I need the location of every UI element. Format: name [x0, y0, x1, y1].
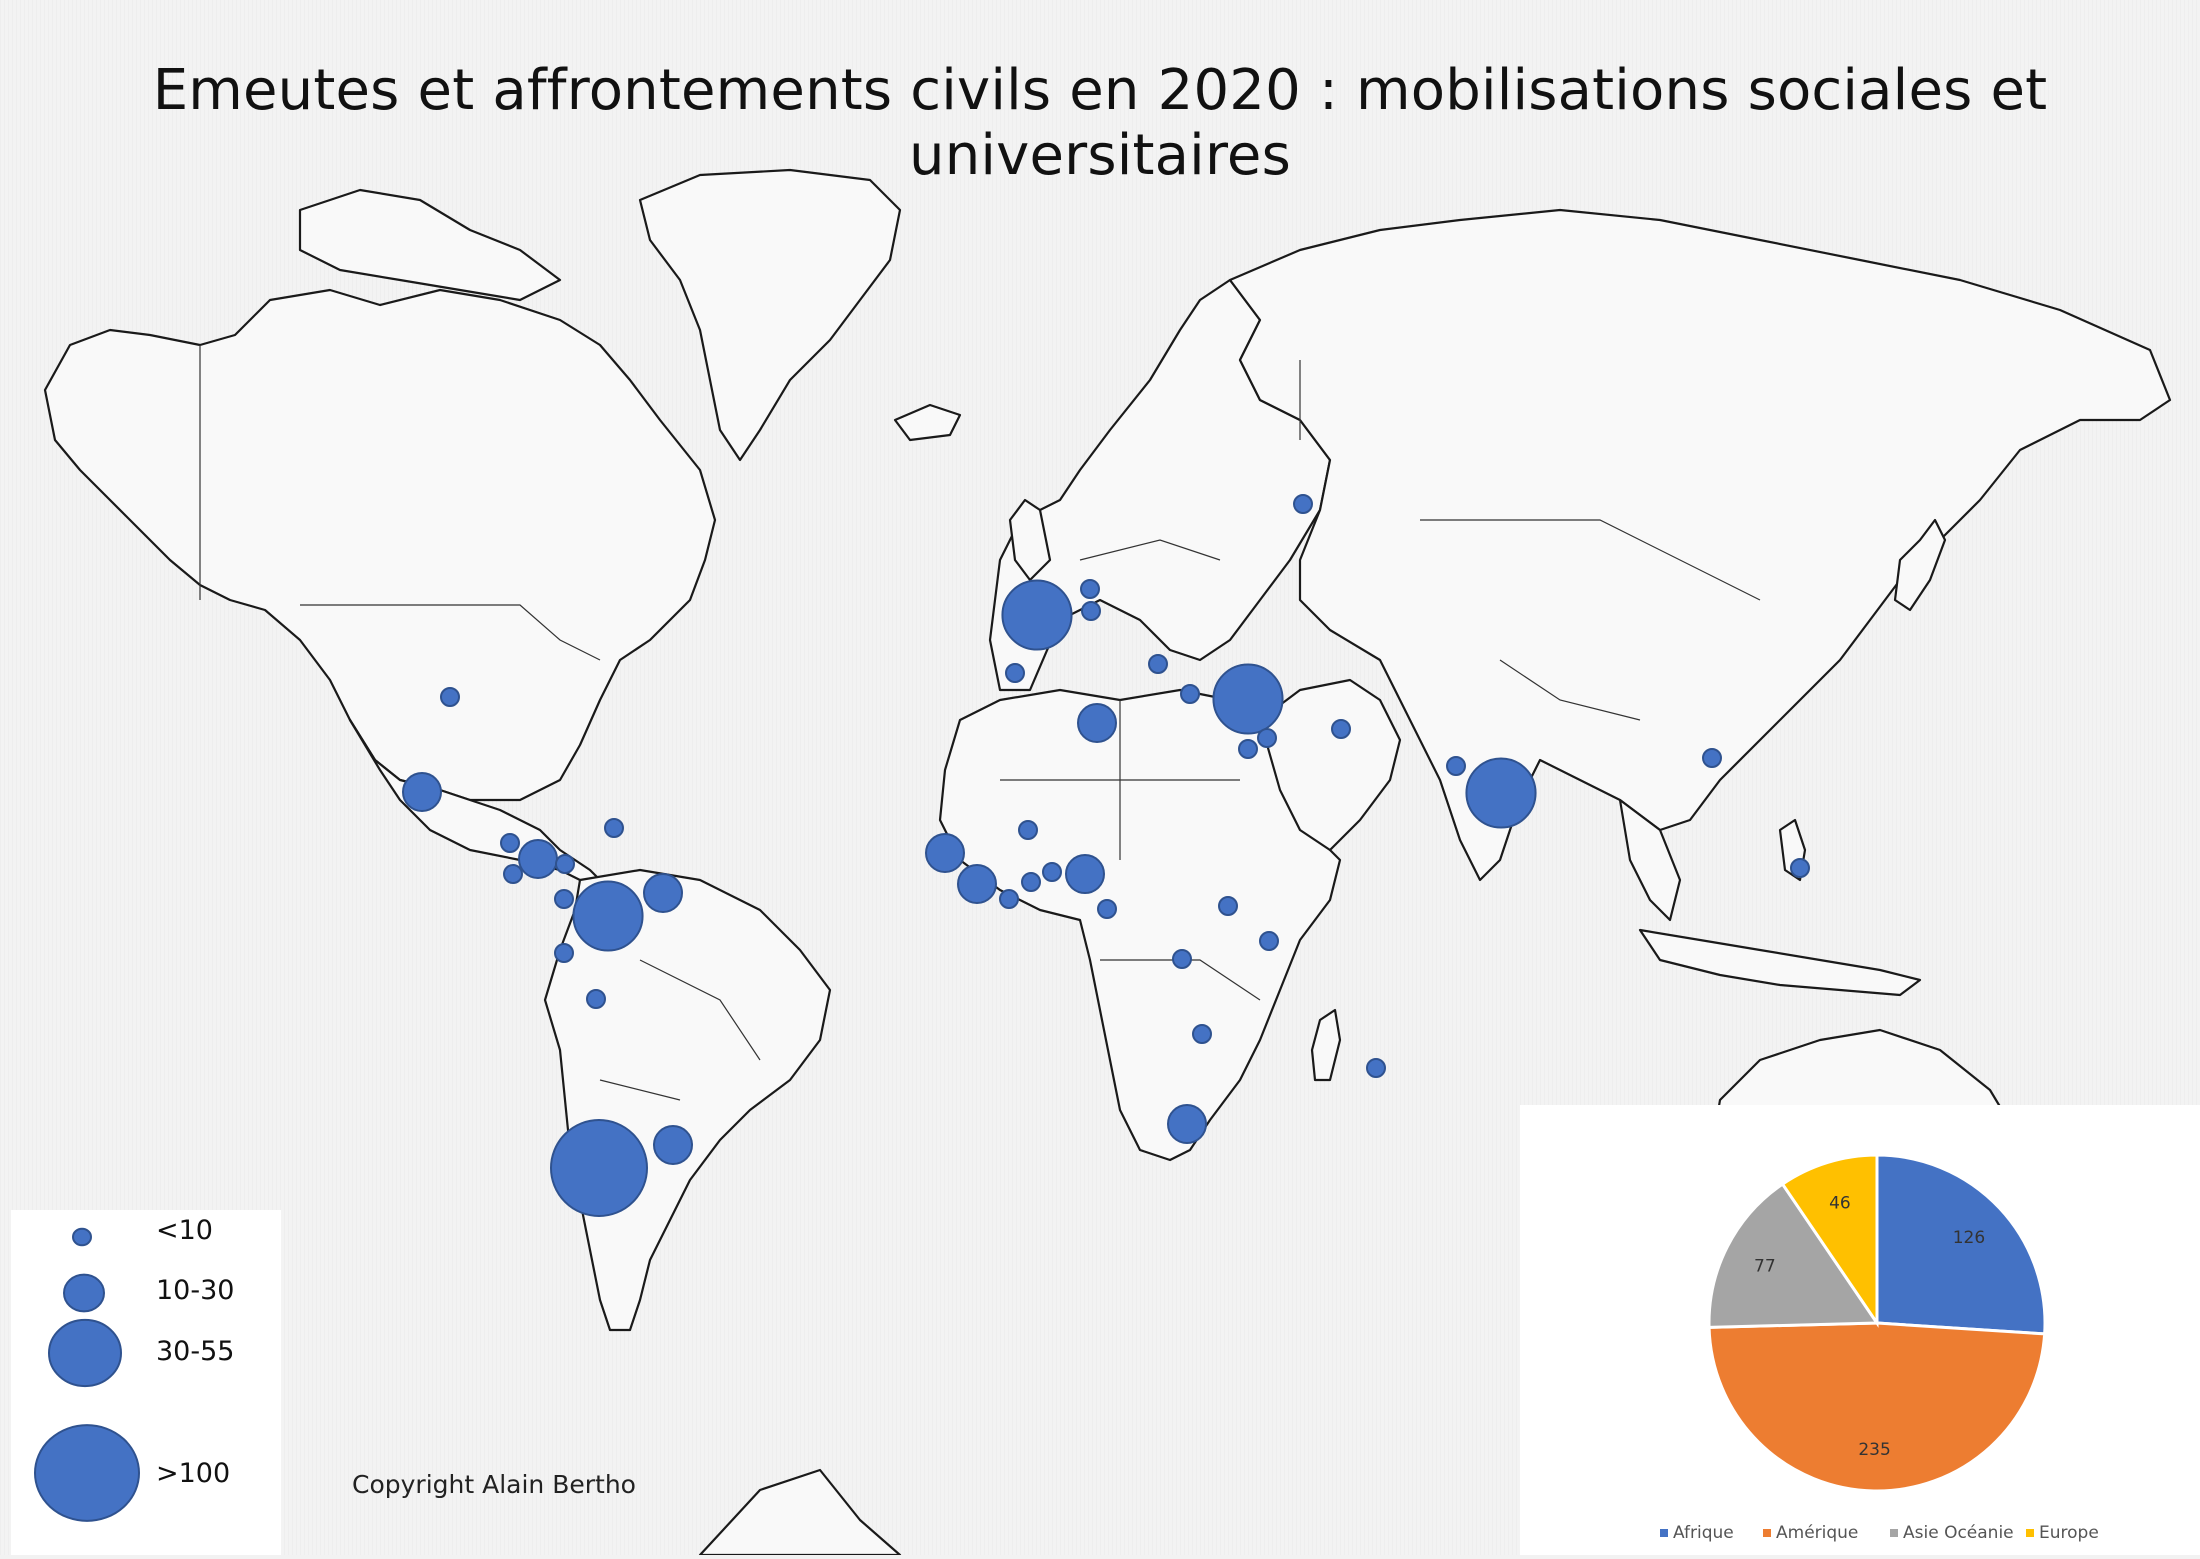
iceland	[893, 403, 962, 442]
pie-legend-label: Asie Océanie	[1903, 1523, 2014, 1543]
event-bubble	[1042, 862, 1062, 882]
event-bubble	[1465, 757, 1537, 829]
event-bubble	[1192, 1024, 1212, 1044]
antarctica	[698, 1468, 902, 1555]
madagascar	[1310, 1008, 1342, 1082]
event-bubble	[402, 772, 442, 812]
legend-symbols: <10 10-30 30-55 >100	[34, 1215, 234, 1522]
pie-slice	[1780, 1153, 1879, 1328]
landmasses	[43, 168, 2172, 1555]
event-bubble	[1702, 748, 1722, 768]
event-bubble	[1331, 719, 1351, 739]
pie-value-label: 235	[1858, 1440, 1890, 1460]
event-bubble	[586, 989, 606, 1009]
event-bubble	[1293, 494, 1313, 514]
event-bubble	[957, 864, 997, 904]
pie-legend-label: Amérique	[1776, 1523, 1858, 1543]
event-bubble	[1021, 872, 1041, 892]
pie-slice	[1875, 1153, 2047, 1336]
event-bubble	[500, 833, 520, 853]
pie-legend-swatch	[1660, 1529, 1668, 1537]
event-bubble	[1446, 756, 1466, 776]
event-bubble	[643, 873, 683, 913]
event-bubble	[1077, 703, 1117, 743]
legend-label: 10-30	[156, 1275, 234, 1306]
pie-legend-swatch	[1763, 1529, 1771, 1537]
legend-symbol	[48, 1318, 122, 1388]
event-bubble	[1167, 1104, 1207, 1144]
pie-value-label: 77	[1754, 1257, 1776, 1277]
pie-legend-swatch	[1890, 1529, 1898, 1537]
event-bubble	[1005, 663, 1025, 683]
north-america	[43, 288, 717, 802]
event-bubble	[1081, 601, 1101, 621]
legend-symbol	[63, 1273, 105, 1313]
event-bubble	[518, 839, 558, 879]
event-bubble	[1790, 858, 1810, 878]
event-bubble	[1259, 931, 1279, 951]
indonesia	[1638, 928, 1922, 997]
british-isles	[1008, 498, 1052, 582]
country-borders	[199, 345, 1761, 1101]
south-america	[543, 868, 832, 1332]
event-bubble	[1097, 899, 1117, 919]
event-bubble	[1018, 820, 1038, 840]
size-legend: <10 10-30 30-55 >100	[11, 1210, 281, 1555]
event-bubble	[1238, 739, 1258, 759]
asia	[1228, 208, 2172, 882]
event-bubble	[925, 833, 965, 873]
arctic-islands	[298, 188, 562, 302]
event-bubbles	[402, 494, 1810, 1217]
pie-legend-swatch	[2026, 1529, 2034, 1537]
event-bubble	[1218, 896, 1238, 916]
event-bubble	[1257, 728, 1277, 748]
event-bubble	[604, 818, 624, 838]
event-bubble	[555, 854, 575, 874]
event-bubble	[1366, 1058, 1386, 1078]
pie-value-label: 46	[1829, 1194, 1851, 1214]
middle-east	[1258, 678, 1402, 852]
pie-legend-label: Europe	[2039, 1523, 2099, 1543]
copyright-text: Copyright Alain Bertho	[352, 1470, 636, 1499]
legend-symbol	[72, 1227, 92, 1247]
event-bubble	[1212, 663, 1284, 735]
event-bubble	[572, 880, 644, 952]
greenland	[638, 168, 902, 462]
event-bubble	[1065, 854, 1105, 894]
event-bubble	[554, 889, 574, 909]
event-bubble	[554, 943, 574, 963]
event-bubble	[999, 889, 1019, 909]
event-bubble	[1148, 654, 1168, 674]
pie-chart: 126 235 77 46 Afrique Amérique Asie Océanie Eur…	[1660, 1153, 2099, 1543]
pie-chart-panel: 126 235 77 46 Afrique Amérique Asie Océanie Eur…	[1520, 1105, 2200, 1555]
event-bubble	[1080, 579, 1100, 599]
event-bubble	[440, 687, 460, 707]
legend-label: >100	[156, 1458, 230, 1489]
pie-slice	[1707, 1321, 2047, 1493]
legend-label: 30-55	[156, 1336, 234, 1367]
map-title: Emeutes et affrontements civils en 2020 …	[152, 58, 2048, 188]
southeast-asia	[1618, 798, 1682, 922]
event-bubble	[1180, 684, 1200, 704]
legend-label: <10	[156, 1215, 213, 1246]
pie-value-label: 126	[1953, 1228, 1985, 1248]
legend-symbol	[34, 1424, 140, 1522]
event-bubble	[550, 1119, 648, 1217]
event-bubble	[503, 864, 523, 884]
japan	[1893, 518, 1947, 612]
pie-slice	[1707, 1181, 1880, 1329]
pie-legend-label: Afrique	[1673, 1523, 1734, 1543]
event-bubble	[1172, 949, 1192, 969]
event-bubble	[653, 1125, 693, 1165]
event-bubble	[1001, 579, 1073, 651]
